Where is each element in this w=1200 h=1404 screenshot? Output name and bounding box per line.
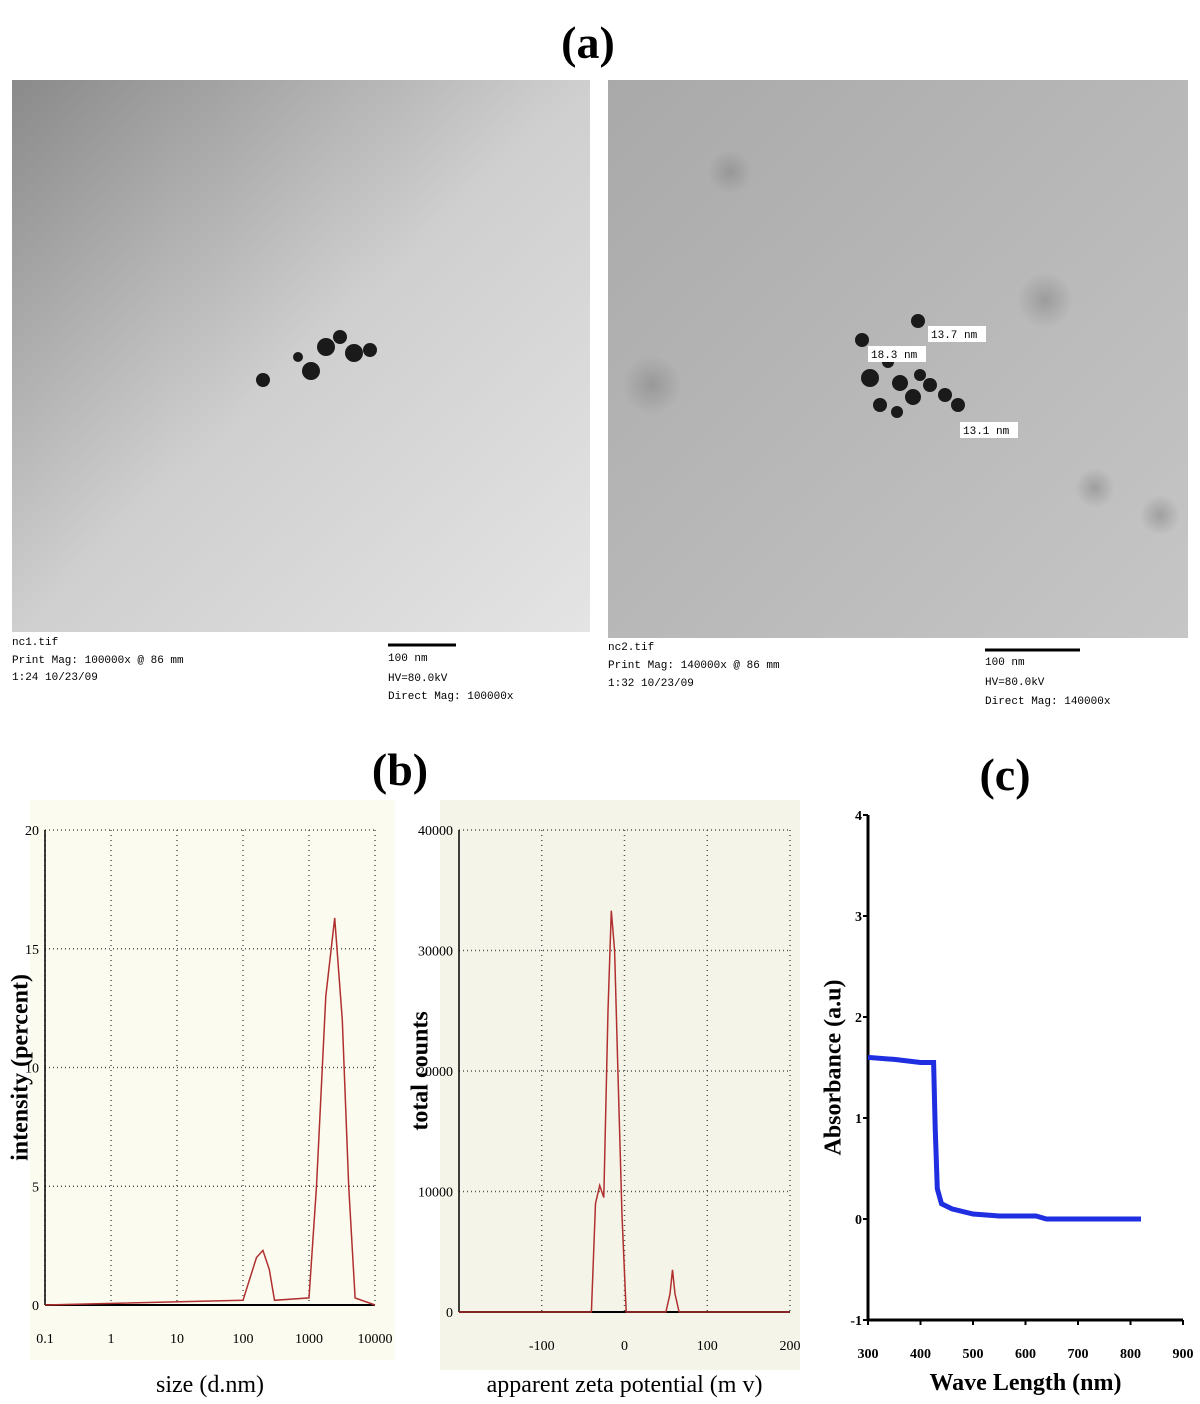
x-tick-label: 500 [963, 1347, 984, 1362]
image-caption: HV=80.0kV [388, 673, 448, 685]
y-tick-label: 10 [25, 1062, 39, 1077]
panel-label: (c) [979, 749, 1030, 800]
x-tick-label: 1 [108, 1332, 115, 1347]
y-tick-label: 30000 [418, 945, 453, 960]
x-tick-label: -100 [529, 1339, 555, 1354]
size-annotation: 18.3 nm [871, 350, 918, 362]
x-tick-label: 1000 [295, 1332, 323, 1347]
y-tick-label: 20 [25, 824, 39, 839]
x-tick-label: 900 [1173, 1347, 1194, 1362]
y-tick-label: 20000 [418, 1065, 453, 1080]
x-tick-label: 100 [697, 1339, 718, 1354]
chart: -1 0 1 2 3 4 300 400 500 600 700 800 900 Wave Length … [821, 809, 1194, 1396]
x-tick-label: 200 [780, 1339, 801, 1354]
y-tick-label: 2 [855, 1011, 862, 1026]
x-tick-label: 600 [1015, 1347, 1036, 1362]
y-tick-label: -1 [850, 1314, 862, 1329]
y-tick-label: 0 [32, 1299, 39, 1314]
x-axis-label: Wave Length (nm) [930, 1370, 1122, 1396]
y-tick-label: 10000 [418, 1186, 453, 1201]
image-caption: Print Mag: 140000x @ 86 mm [608, 660, 780, 672]
size-annotation: 13.7 nm [931, 330, 978, 342]
y-axis-label: Absorbance (a.u) [821, 979, 847, 1155]
y-axis-label: intensity (percent) [8, 974, 34, 1161]
y-tick-label: 0 [855, 1213, 862, 1228]
data-line [867, 1054, 1141, 1222]
x-tick-label: 100 [233, 1332, 254, 1347]
chart: 0 5 10 15 20 0.1 1 10 100 1000 10000 size (d.nm) int… [8, 824, 393, 1398]
plot-background [30, 800, 395, 1360]
x-axis-label: size (d.nm) [156, 1372, 264, 1398]
y-tick-label: 4 [855, 809, 862, 824]
x-tick-label: 10 [170, 1332, 184, 1347]
x-axis-label: apparent zeta potential (m v) [487, 1372, 763, 1398]
image-caption: 1:32 10/23/09 [608, 678, 694, 690]
scale-label: 100 nm [985, 657, 1025, 669]
data-line [44, 917, 376, 1306]
y-tick-label: 40000 [418, 824, 453, 839]
image-caption: nc1.tif [12, 637, 58, 649]
y-axis-label: total counts [408, 1011, 434, 1130]
x-tick-label: 400 [910, 1347, 931, 1362]
image-caption: Direct Mag: 140000x [985, 696, 1111, 708]
data-line [459, 910, 790, 1313]
y-tick-label: 3 [855, 910, 862, 925]
x-tick-label: 0 [621, 1339, 628, 1354]
chart: 0 10000 20000 30000 40000 -100 0 100 200 apparent… [408, 824, 801, 1398]
panel-label: (a) [561, 17, 615, 68]
image-caption: Print Mag: 100000x @ 86 mm [12, 655, 184, 667]
tem-image: nc1.tif Print Mag: 100000x @ 86 mm 1:24 … [12, 80, 590, 703]
panel-label: (b) [372, 744, 428, 795]
y-tick-label: 15 [25, 943, 39, 958]
size-annotation: 13.1 nm [963, 426, 1010, 438]
x-tick-label: 800 [1120, 1347, 1141, 1362]
x-tick-label: 700 [1068, 1347, 1089, 1362]
tem-image: 13.7 nm 18.3 nm 13.1 nm nc2.tif Print Ma… [608, 80, 1188, 708]
image-caption: Direct Mag: 100000x [388, 691, 514, 703]
x-tick-label: 10000 [358, 1332, 393, 1347]
x-tick-label: 0.1 [36, 1332, 54, 1347]
scale-label: 100 nm [388, 653, 428, 665]
y-tick-label: 1 [855, 1112, 862, 1127]
y-tick-label: 0 [446, 1306, 453, 1321]
image-caption: 1:24 10/23/09 [12, 672, 98, 684]
image-caption: nc2.tif [608, 642, 654, 654]
y-tick-label: 5 [32, 1180, 39, 1195]
image-caption: HV=80.0kV [985, 677, 1045, 689]
plot-background [440, 800, 800, 1370]
x-tick-label: 300 [858, 1347, 879, 1362]
